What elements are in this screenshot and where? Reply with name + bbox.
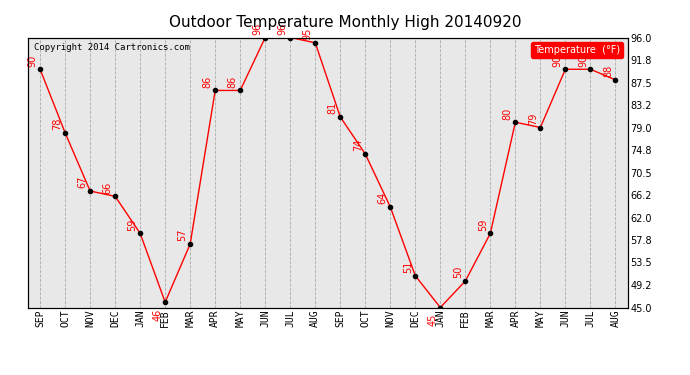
Text: 88: 88 — [603, 65, 613, 77]
Text: 45: 45 — [428, 314, 437, 326]
Text: 57: 57 — [178, 229, 188, 242]
Text: 74: 74 — [353, 139, 363, 152]
Text: 59: 59 — [478, 218, 488, 231]
Legend: Temperature  (°F): Temperature (°F) — [531, 42, 623, 58]
Text: 46: 46 — [152, 309, 163, 321]
Text: 90: 90 — [28, 54, 37, 67]
Text: 64: 64 — [378, 192, 388, 204]
Text: 96: 96 — [253, 22, 263, 35]
Text: 78: 78 — [52, 118, 63, 130]
Text: 96: 96 — [278, 22, 288, 35]
Text: 81: 81 — [328, 102, 337, 114]
Text: 80: 80 — [503, 107, 513, 120]
Text: 90: 90 — [578, 54, 588, 67]
Text: 90: 90 — [553, 54, 563, 67]
Text: 50: 50 — [453, 266, 463, 278]
Text: 79: 79 — [528, 112, 538, 125]
Text: 67: 67 — [78, 176, 88, 188]
Text: 51: 51 — [403, 261, 413, 273]
Text: 95: 95 — [303, 28, 313, 40]
Text: Outdoor Temperature Monthly High 20140920: Outdoor Temperature Monthly High 2014092… — [169, 15, 521, 30]
Text: 66: 66 — [103, 182, 112, 194]
Text: 59: 59 — [128, 218, 137, 231]
Text: 86: 86 — [228, 75, 237, 88]
Text: Copyright 2014 Cartronics.com: Copyright 2014 Cartronics.com — [34, 43, 190, 52]
Text: 86: 86 — [203, 75, 213, 88]
